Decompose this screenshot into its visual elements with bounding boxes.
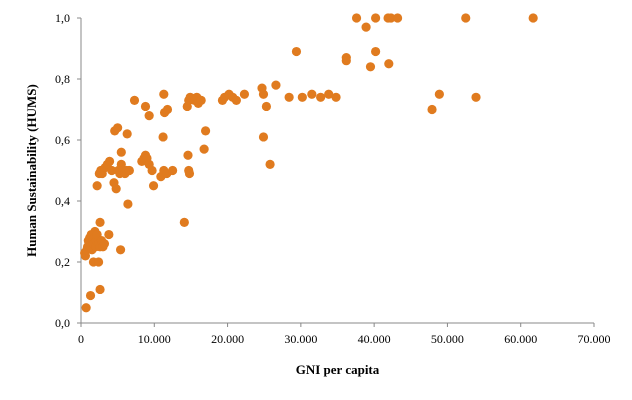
y-tick-label: 0,6 bbox=[55, 133, 70, 147]
data-point bbox=[123, 199, 133, 209]
data-point bbox=[107, 165, 117, 176]
tick-labels: 0 10.000 20.000 30.000 40.000 50.000 60.000 70.… bbox=[55, 11, 611, 346]
x-tick-label: 20.000 bbox=[211, 332, 244, 346]
x-tick-label: 60.000 bbox=[504, 332, 537, 346]
data-point bbox=[111, 184, 121, 194]
data-point bbox=[384, 59, 394, 69]
x-tick-label: 0 bbox=[78, 332, 84, 346]
data-point bbox=[261, 101, 272, 112]
data-point bbox=[258, 89, 269, 99]
x-tick-label: 50.000 bbox=[431, 332, 464, 346]
x-tick-label: 40.000 bbox=[358, 332, 391, 346]
data-point bbox=[258, 132, 269, 142]
data-point bbox=[351, 13, 362, 23]
data-point bbox=[239, 89, 250, 99]
data-point bbox=[371, 46, 381, 57]
data-point bbox=[271, 80, 281, 90]
data-point bbox=[471, 92, 481, 102]
x-tick-label: 10.000 bbox=[138, 332, 171, 346]
data-point bbox=[104, 156, 115, 166]
axes bbox=[77, 17, 595, 327]
data-point bbox=[104, 229, 114, 240]
data-point bbox=[184, 168, 195, 179]
data-point bbox=[147, 165, 157, 176]
data-point bbox=[199, 144, 209, 154]
x-tick-label: 30.000 bbox=[284, 332, 317, 346]
data-points bbox=[80, 13, 538, 313]
data-point bbox=[85, 290, 96, 301]
y-tick-label: 0,4 bbox=[55, 194, 70, 208]
data-point bbox=[316, 92, 326, 102]
data-point bbox=[129, 95, 140, 105]
data-point bbox=[528, 13, 538, 23]
data-point bbox=[341, 56, 351, 66]
data-point bbox=[95, 217, 105, 227]
data-point bbox=[324, 89, 334, 99]
data-point bbox=[196, 95, 206, 105]
data-point bbox=[427, 104, 437, 115]
y-tick-label: 0,2 bbox=[55, 255, 70, 269]
data-point bbox=[200, 126, 211, 136]
data-point bbox=[231, 95, 241, 105]
y-axis-title: Human Sustainability (HUMS) bbox=[24, 84, 39, 257]
data-point bbox=[461, 13, 471, 23]
data-point bbox=[144, 111, 154, 121]
data-point bbox=[81, 303, 91, 313]
data-point bbox=[434, 89, 444, 99]
data-point bbox=[361, 22, 371, 32]
data-point bbox=[365, 62, 376, 72]
data-point bbox=[291, 46, 302, 57]
data-point bbox=[179, 217, 189, 227]
data-point bbox=[124, 165, 134, 176]
data-point bbox=[265, 159, 275, 169]
data-point bbox=[115, 245, 126, 255]
data-point bbox=[93, 257, 104, 267]
data-point bbox=[113, 123, 123, 133]
data-point bbox=[284, 92, 294, 102]
data-point bbox=[183, 150, 193, 160]
data-point bbox=[140, 101, 151, 112]
data-point bbox=[116, 147, 126, 157]
x-axis-title: GNI per capita bbox=[296, 362, 380, 377]
data-point bbox=[297, 92, 307, 102]
data-point bbox=[92, 181, 102, 191]
y-tick-label: 1,0 bbox=[55, 11, 70, 25]
data-point bbox=[371, 13, 381, 23]
x-tick-label: 70.000 bbox=[578, 332, 611, 346]
data-point bbox=[386, 13, 396, 23]
data-point bbox=[159, 89, 169, 99]
data-point bbox=[307, 89, 317, 99]
data-point bbox=[162, 104, 173, 115]
y-tick-label: 0,8 bbox=[55, 72, 70, 86]
data-point bbox=[168, 165, 178, 176]
data-point bbox=[392, 13, 403, 23]
data-point bbox=[99, 239, 110, 249]
data-point bbox=[331, 92, 341, 102]
data-point bbox=[148, 181, 159, 191]
data-point bbox=[158, 132, 168, 142]
y-tick-label: 0,0 bbox=[55, 316, 70, 330]
data-point bbox=[95, 284, 105, 295]
data-point bbox=[122, 129, 132, 139]
